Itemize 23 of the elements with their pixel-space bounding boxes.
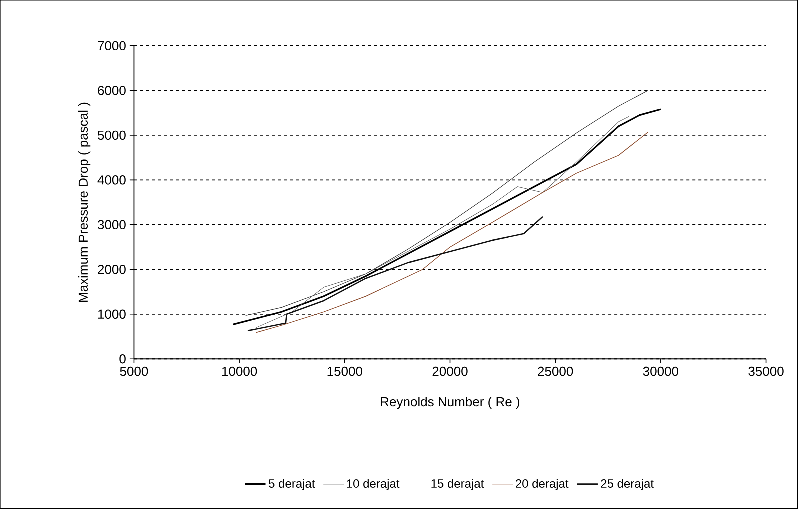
y-tick-label: 7000 [98, 41, 126, 51]
legend-label: 10 derajat [347, 479, 400, 490]
y-tick-label: 3000 [98, 220, 126, 230]
legend-label: 25 derajat [601, 479, 654, 490]
x-tick-label: 20000 [432, 366, 468, 376]
y-tick-label: 0 [120, 354, 126, 364]
y-tick-label: 2000 [98, 265, 126, 274]
x-tick-label: 10000 [222, 366, 258, 376]
y-axis-title: Maximum Pressure Drop ( pascal ) [78, 102, 91, 302]
legend-label: 20 derajat [516, 479, 569, 490]
x-tick-label: 15000 [328, 366, 362, 376]
x-axis-title: Reynolds Number ( Re ) [381, 397, 520, 410]
y-tick-label: 4000 [98, 176, 126, 185]
y-tick-label: 6000 [98, 86, 126, 96]
x-tick-label: 25000 [538, 366, 574, 376]
line-series [246, 90, 649, 316]
x-tick-label: 35000 [748, 366, 784, 376]
y-tick-label: 1000 [98, 310, 126, 319]
x-tick-label: 30000 [643, 366, 679, 376]
y-tick-label: 5000 [98, 130, 126, 140]
legend-label: 5 derajat [269, 479, 316, 490]
legend-label: 15 derajat [432, 479, 484, 490]
x-tick-label: 5000 [120, 366, 148, 376]
